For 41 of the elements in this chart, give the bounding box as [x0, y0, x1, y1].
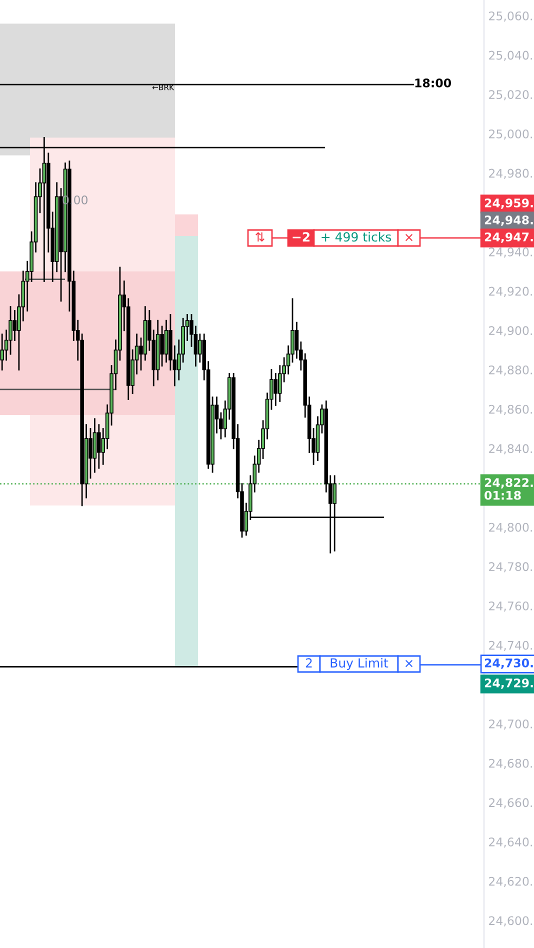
- y-tick-label: 24,860.: [489, 404, 532, 415]
- annotation: −2: [292, 232, 310, 242]
- y-tick-label: 25,020.: [489, 90, 532, 100]
- y-tick-label: 24,620.: [489, 876, 532, 887]
- annotation: 18:00: [415, 78, 452, 88]
- y-tick-label: 24,980.: [489, 168, 532, 179]
- y-tick-label: 24,920.: [489, 286, 532, 297]
- candlestick: [164, 320, 168, 363]
- annotation: ×: [405, 660, 413, 668]
- annotation: + 499 ticks: [322, 232, 392, 242]
- y-tick-label: 24,900.: [489, 326, 532, 336]
- y-tick-label: 24,780.: [489, 562, 532, 572]
- y-tick-label: 24,660.: [489, 798, 532, 808]
- y-tick-label: 25,060.: [489, 11, 532, 22]
- y-tick-label: 24,600.: [489, 916, 532, 926]
- text: 24,948.: [484, 215, 533, 226]
- text: 24,959.: [484, 198, 533, 209]
- y-tick-label: 24,800.: [489, 522, 532, 533]
- candlestick: [160, 326, 164, 367]
- y-tick-label: 24,740.: [489, 640, 532, 651]
- y-tick-label: 25,040.: [489, 50, 532, 61]
- y-tick-label: 24,700.: [489, 720, 532, 730]
- text: 24,729.: [484, 678, 533, 689]
- text: 24,822. 01:18: [484, 478, 533, 500]
- y-tick-label: 24,840.: [489, 444, 532, 454]
- annotation: Buy Limit: [330, 658, 388, 670]
- candlestick: [97, 424, 101, 469]
- candlestick: [274, 373, 278, 406]
- y-tick-label: 25,000.: [489, 129, 532, 140]
- y-tick-label: 24,680.: [489, 758, 532, 769]
- text: 24,947.: [484, 232, 533, 243]
- y-tick-label: 24,940.: [489, 247, 532, 258]
- candlestick: [12, 310, 17, 341]
- annotation: ⇅: [255, 232, 264, 242]
- y-tick-label: 24,640.: [489, 838, 532, 848]
- candlestick: [0, 334, 4, 370]
- text: 24,730.: [484, 658, 533, 669]
- annotation: 2: [306, 658, 312, 668]
- annotation: ×: [405, 234, 413, 242]
- y-tick-label: 24,760.: [489, 602, 532, 612]
- y-tick-label: 24,880.: [489, 365, 532, 376]
